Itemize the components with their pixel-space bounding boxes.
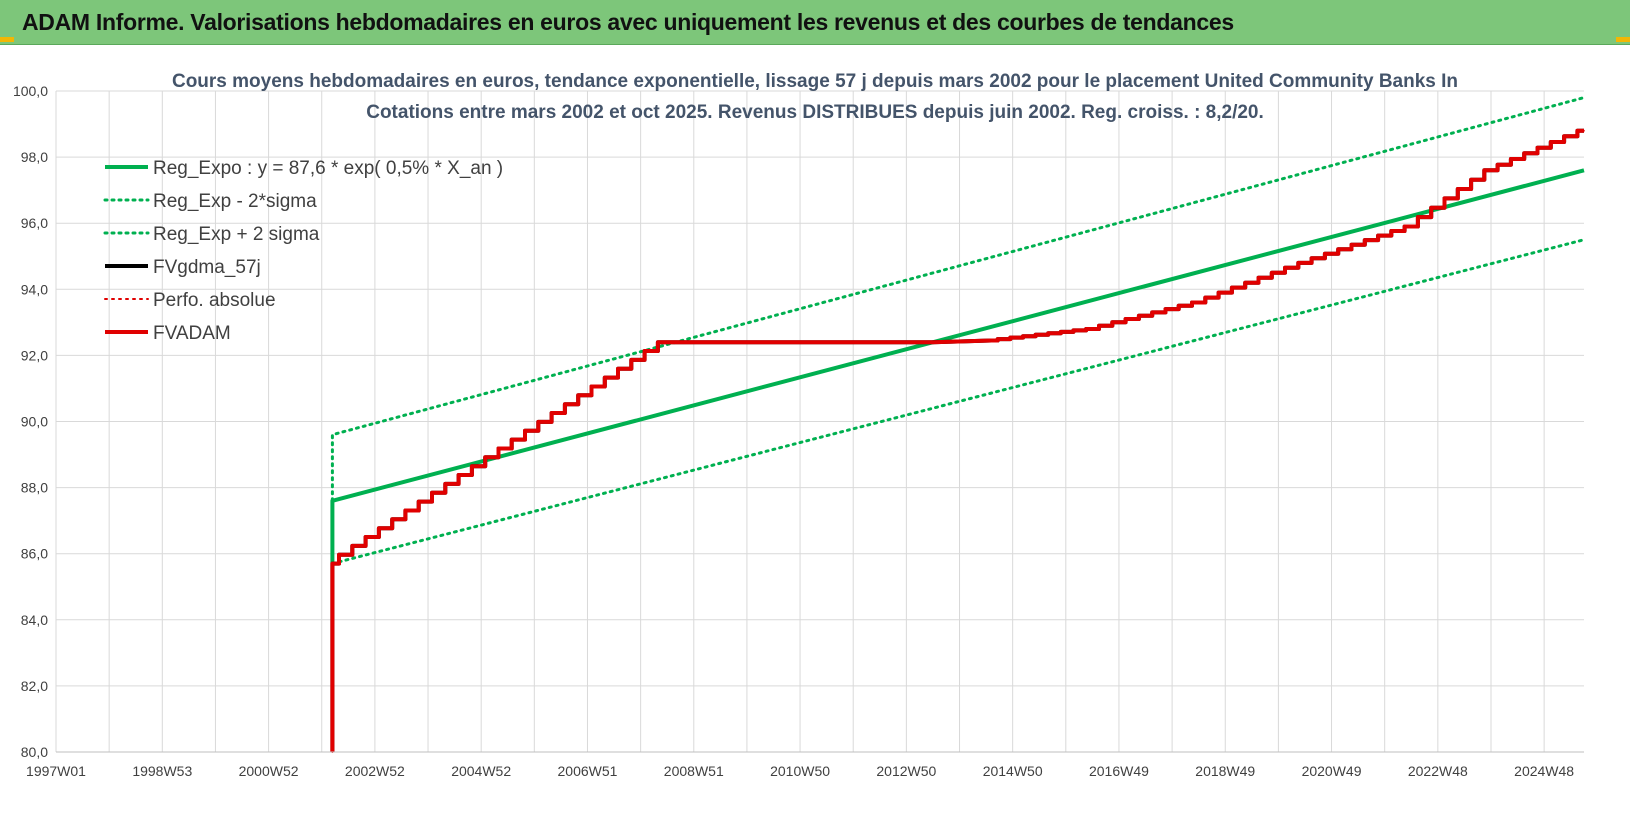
x-tick-label: 2012W50 [876,763,936,779]
legend-label: FVgdma_57j [153,257,261,278]
x-tick-label: 2002W52 [345,763,405,779]
y-tick-label: 98,0 [21,149,48,165]
legend-label: Reg_Exp - 2*sigma [153,191,317,212]
x-tick-label: 2016W49 [1089,763,1149,779]
grid [55,90,1584,753]
x-tick-label: 1997W01 [26,763,86,779]
chart: Cours moyens hebdomadaires en euros, ten… [13,71,1586,779]
x-tick-label: 2006W51 [558,763,618,779]
x-tick-label: 2018W49 [1195,763,1255,779]
y-tick-label: 86,0 [21,546,48,562]
series-line-5 [330,128,1584,752]
x-tick-label: 2024W48 [1514,763,1574,779]
y-tick-label: 92,0 [21,347,48,363]
y-tick-label: 88,0 [21,480,48,496]
corner-mark-top-left [0,37,14,42]
x-tick-label: 2004W52 [451,763,511,779]
x-tick-label: 2022W48 [1408,763,1468,779]
y-tick-label: 80,0 [21,744,48,760]
x-tick-label: 2000W52 [239,763,299,779]
chart-title: Cours moyens hebdomadaires en euros, ten… [172,71,1458,123]
axes: 80,0 82,0 84,0 86,0 88,0 90,0 92,0 94,0 96,0 98,0… [13,83,1584,779]
y-tick-label: 94,0 [21,281,48,297]
banner-title: ADAM Informe. Valorisations hebdomadaire… [22,9,1234,35]
corner-mark-top-right [1616,37,1630,42]
x-tick-label: 2010W50 [770,763,830,779]
x-tick-label: 2008W51 [664,763,724,779]
y-tick-label: 82,0 [21,678,48,694]
legend-label: Perfo. absolue [153,290,276,311]
series [330,96,1586,753]
y-tick-label: 96,0 [21,215,48,231]
x-tick-label: 1998W53 [132,763,192,779]
series-line-2 [330,96,1586,503]
banner: ADAM Informe. Valorisations hebdomadaire… [0,0,1630,45]
y-tick-label: 84,0 [21,612,48,628]
legend: Reg_Expo : y = 87,6 * exp( 0,5% * X_an )… [103,158,503,344]
y-tick-label: 90,0 [21,414,48,430]
y-tick-label: 100,0 [13,83,48,99]
x-tick-label: 2014W50 [983,763,1043,779]
chart-area: Cours moyens hebdomadaires en euros, ten… [0,44,1630,815]
legend-label: FVADAM [153,323,231,344]
chart-title-line-1: Cours moyens hebdomadaires en euros, ten… [172,71,1458,92]
chart-title-line-2: Cotations entre mars 2002 et oct 2025. R… [366,102,1264,123]
series-line-1 [330,238,1586,566]
legend-label: Reg_Exp + 2 sigma [153,224,320,245]
legend-label: Reg_Expo : y = 87,6 * exp( 0,5% * X_an ) [153,158,503,179]
x-tick-label: 2020W49 [1302,763,1362,779]
